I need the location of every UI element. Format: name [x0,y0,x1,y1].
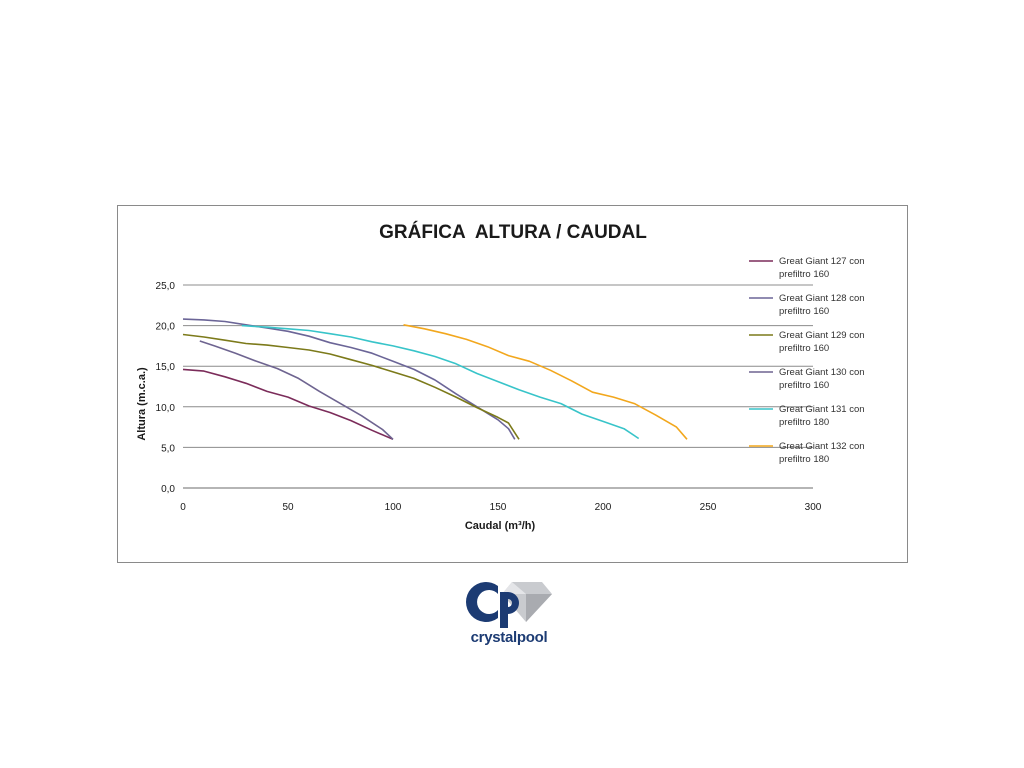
y-axis-label: Altura (m.c.a.) [136,367,148,441]
x-axis-label: Caudal (m³/h) [465,520,536,532]
series-line-5 [241,324,640,440]
legend-label: prefiltro 160 [779,380,829,391]
gridlines [183,284,813,489]
series-line-1 [182,368,394,441]
legend-label: Great Giant 127 con [779,256,865,267]
legend-label: Great Giant 129 con [779,330,865,341]
x-tick-label: 300 [805,502,822,513]
legend-label: Great Giant 132 con [779,441,865,452]
y-tick-label: 20,0 [156,322,176,333]
legend-label: Great Giant 130 con [779,367,865,378]
x-tick-label: 250 [700,502,717,513]
legend-label: prefiltro 180 [779,454,829,465]
y-tick-label: 25,0 [156,281,176,292]
legend-label: prefiltro 180 [779,417,829,428]
legend-label: Great Giant 131 con [779,404,865,415]
crystalpool-logo-mark [466,582,552,628]
legend-label: prefiltro 160 [779,269,829,280]
x-tick-label: 200 [595,502,612,513]
line-chart: GRÁFICA ALTURA / CAUDAL Altura (m.c.a.) … [136,221,865,532]
legend-label: prefiltro 160 [779,306,829,317]
series-lines [182,318,688,441]
x-tick-label: 50 [282,502,294,513]
series-line-4 [199,340,394,440]
y-tick-label: 15,0 [156,362,176,373]
crystalpool-logo: crystalpool [462,578,562,658]
y-tick-label: 5,0 [161,443,175,454]
tick-labels: 0,0 5,0 10,0 15,0 20,0 25,0 0 50 100 150 200 250 300 [156,281,822,513]
chart-title: GRÁFICA ALTURA / CAUDAL [379,221,647,243]
legend-label: prefiltro 160 [779,343,829,354]
series-line-3 [182,333,520,440]
y-tick-label: 10,0 [156,403,176,414]
legend: Great Giant 127 con prefiltro 160 Great Gi… [749,256,865,465]
logo-wordmark: crystalpool [470,629,548,646]
x-tick-label: 100 [385,502,402,513]
legend-label: Great Giant 128 con [779,293,865,304]
series-line-6 [403,324,688,440]
x-tick-label: 0 [180,502,186,513]
chart-frame: GRÁFICA ALTURA / CAUDAL Altura (m.c.a.) … [117,205,908,563]
x-tick-label: 150 [490,502,507,513]
y-tick-label: 0,0 [161,484,175,495]
